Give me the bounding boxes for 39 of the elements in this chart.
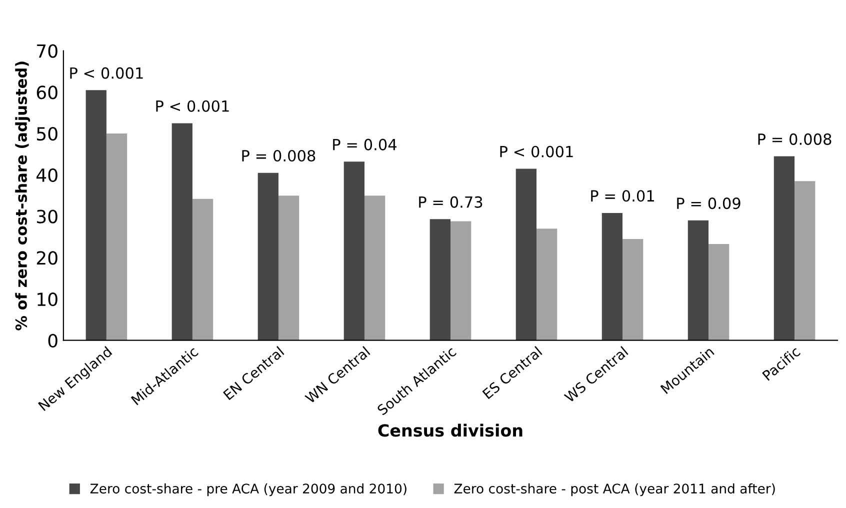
bar [516,168,537,340]
bar [258,172,278,340]
annotation: P < 0.001 [500,146,573,158]
y-tick-label: 40 [36,168,58,182]
y-tick-label: 20 [36,251,58,265]
x-axis-title: Census division [378,424,522,437]
bar [602,212,623,340]
bar [774,156,795,340]
bar [106,134,128,340]
y-tick-label: 60 [36,86,58,100]
y-tick-label: 30 [36,210,58,224]
y-tick-label: 0 [48,334,58,348]
y-tick-label: 50 [37,126,58,141]
y-tick-label: 70 [37,44,58,58]
bar [278,196,300,340]
legend-label: Zero cost-share - pre ACA (year 2009 and 2010) [90,483,406,496]
bar [794,181,816,340]
annotation: P = 0.008 [242,150,316,162]
bar [622,239,644,340]
annotation: P = 0.008 [758,133,832,145]
annotation: P < 0.001 [70,67,143,79]
legend-label: Zero cost-share - post ACA (year 2011 and after) [454,483,775,496]
bar [708,244,730,340]
bar [192,198,214,340]
bar [344,162,364,340]
bar [688,220,709,340]
bar [364,196,386,340]
bar [86,90,106,340]
y-axis-title: % of zero cost-share (adjusted) [15,62,30,330]
y-tick-label: 10 [38,292,58,306]
annotation: P = 0.73 [419,196,482,208]
bar [450,221,472,340]
bar [430,219,450,340]
bar [536,228,558,340]
annotation: P < 0.001 [156,100,229,112]
annotation: P = 0.04 [333,138,396,150]
annotation: P = 0.09 [677,198,740,210]
annotation: P = 0.01 [591,190,654,202]
bar [172,123,192,340]
